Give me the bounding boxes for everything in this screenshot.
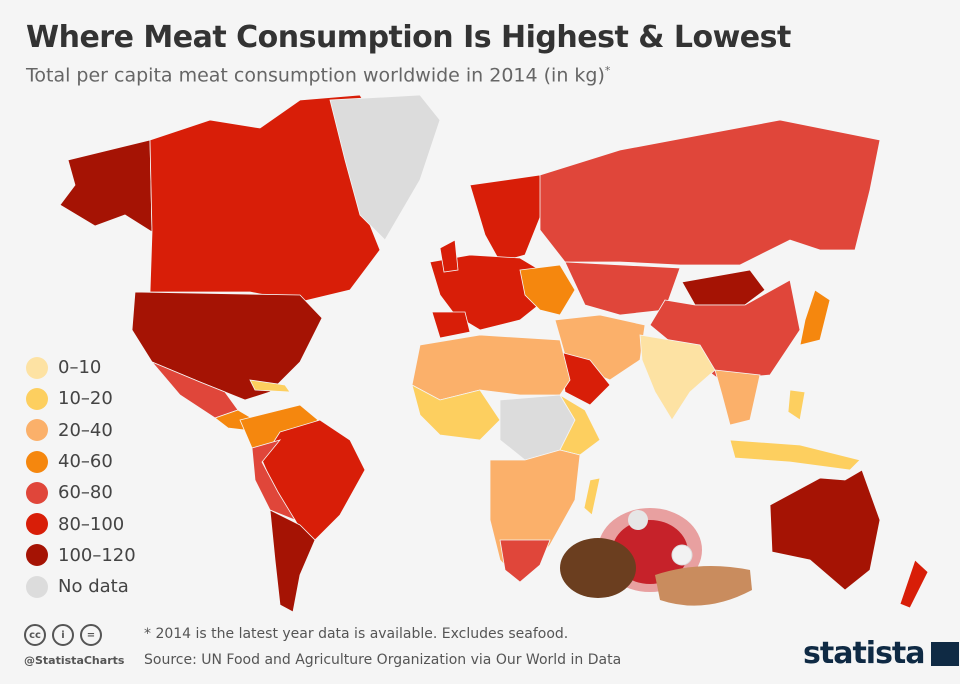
region-philippines: [787, 389, 806, 421]
legend-swatch: [26, 575, 48, 598]
region-southeast-asia: [714, 369, 761, 426]
legend: 0–10 10–20 20–40 40–60 60–80 80–100 100–…: [26, 352, 136, 602]
legend-swatch: [26, 356, 48, 379]
legend-item: 80–100: [26, 508, 136, 539]
logo-text: statista: [803, 636, 926, 671]
subtitle-text: Total per capita meat consumption worldw…: [26, 64, 605, 87]
attribution-icon[interactable]: i: [52, 624, 74, 646]
license-icons[interactable]: cc i =: [24, 624, 102, 646]
region-indonesia: [729, 439, 861, 471]
legend-swatch: [26, 481, 48, 504]
legend-item: 100–120: [26, 540, 136, 571]
meat-illustration: [560, 508, 752, 606]
region-west-africa: [411, 384, 501, 441]
legend-label: 60–80: [58, 482, 113, 504]
chart-subtitle: Total per capita meat consumption worldw…: [26, 64, 610, 86]
legend-swatch: [26, 387, 48, 410]
region-peru-bolivia: [251, 439, 296, 521]
legend-label: 0–10: [58, 357, 102, 379]
region-greenland: [329, 94, 441, 241]
drumstick-icon: [560, 538, 636, 598]
cc-icon[interactable]: cc: [24, 624, 46, 646]
legend-label: 40–60: [58, 451, 113, 473]
legend-item: 0–10: [26, 352, 136, 383]
region-madagascar: [583, 477, 601, 516]
legend-label: 100–120: [58, 544, 136, 566]
region-north-africa: [411, 334, 571, 401]
region-alaska: [59, 139, 153, 233]
legend-item: No data: [26, 571, 136, 602]
no-derivatives-icon[interactable]: =: [80, 624, 102, 646]
statista-logo-icon: [930, 641, 959, 666]
region-iberia: [431, 311, 471, 339]
legend-item: 60–80: [26, 477, 136, 508]
statista-logo[interactable]: statista: [803, 636, 959, 671]
region-australia: [769, 469, 881, 591]
legend-label: 20–40: [58, 419, 113, 441]
region-korea-japan: [799, 289, 831, 346]
legend-swatch: [26, 450, 48, 473]
legend-label: 80–100: [58, 513, 125, 535]
legend-swatch: [26, 513, 48, 536]
drumstick-bone: [628, 510, 648, 530]
region-mongolia: [681, 269, 766, 306]
twitter-handle[interactable]: @StatistaCharts: [24, 654, 125, 667]
region-india: [639, 334, 716, 421]
region-caribbean: [249, 379, 291, 393]
source-text: Source: UN Food and Agriculture Organiza…: [144, 652, 622, 668]
chart-title: Where Meat Consumption Is Highest & Lowe…: [26, 20, 791, 55]
region-scandinavia: [469, 174, 546, 263]
legend-item: 20–40: [26, 415, 136, 446]
subtitle-footnote-marker: *: [604, 64, 611, 77]
sausage-icon: [655, 566, 752, 606]
legend-label: 10–20: [58, 388, 113, 410]
region-eastern-europe: [519, 264, 576, 316]
region-south-africa: [499, 539, 551, 583]
region-russia: [539, 119, 881, 266]
region-western-europe: [429, 254, 546, 331]
steak-bone: [671, 544, 693, 566]
footnote: * 2014 is the latest year data is availa…: [144, 626, 569, 642]
region-usa: [131, 291, 323, 401]
region-central-asia: [564, 261, 681, 316]
region-new-zealand: [899, 559, 929, 609]
legend-swatch: [26, 419, 48, 442]
region-argentina-chile: [269, 509, 316, 613]
region-uk: [439, 239, 459, 273]
legend-label: No data: [58, 576, 129, 598]
legend-item: 10–20: [26, 383, 136, 414]
legend-swatch: [26, 544, 48, 567]
legend-item: 40–60: [26, 446, 136, 477]
